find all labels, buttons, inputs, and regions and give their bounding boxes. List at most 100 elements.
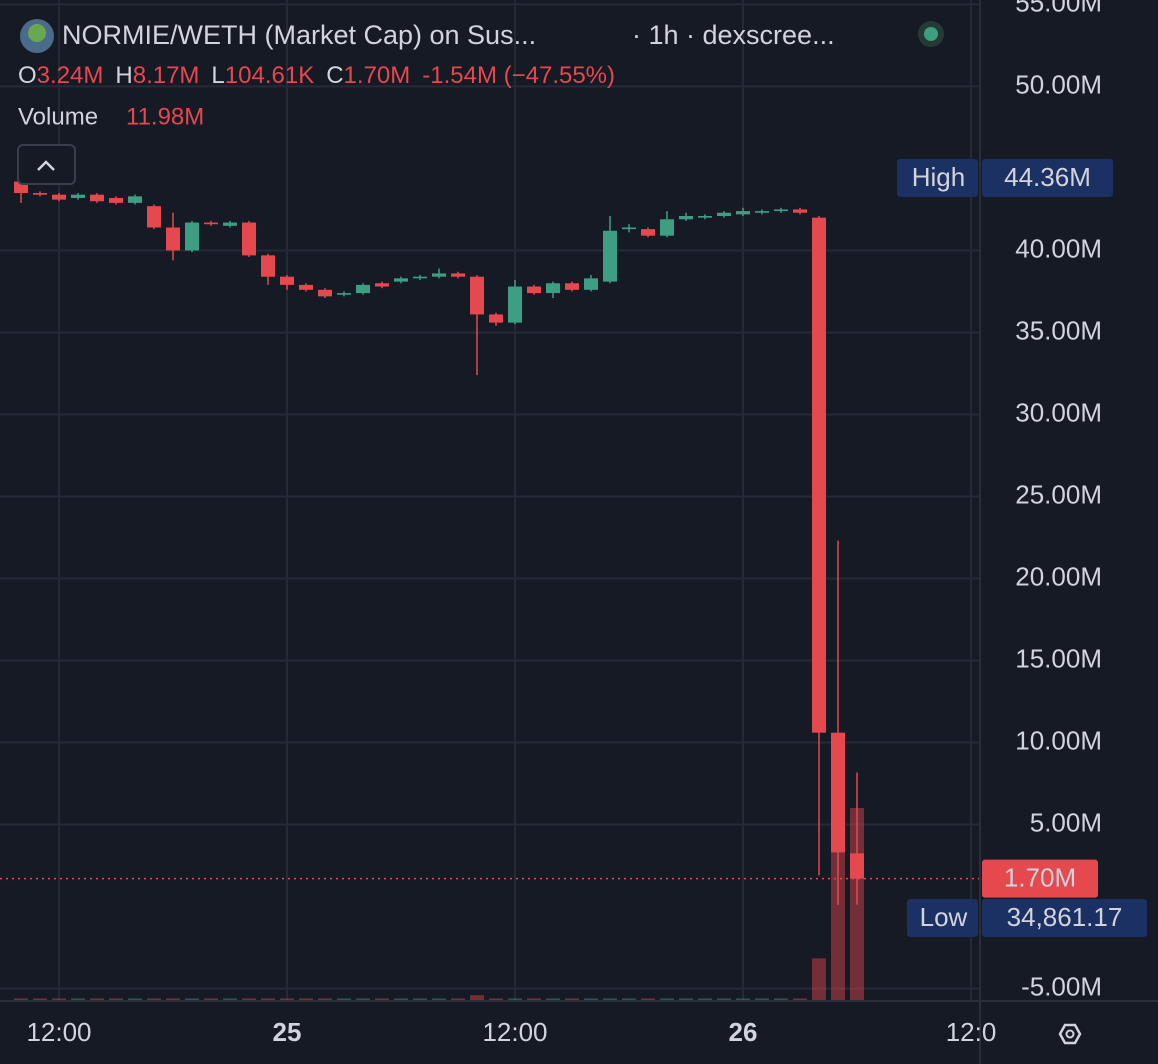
candles <box>14 178 864 905</box>
candle-body <box>394 278 408 282</box>
volume-bar <box>71 998 85 1000</box>
y-tick-label: 20.00M <box>1015 561 1102 591</box>
candle-body <box>603 230 617 282</box>
last-price-box <box>982 859 1098 898</box>
volume-bar <box>337 998 351 1000</box>
candle-body <box>109 197 123 203</box>
volume-bar <box>508 998 522 1000</box>
ohlc-value: 8.17M <box>133 62 200 89</box>
y-tick-label: 55.00M <box>1015 0 1102 17</box>
candle-body <box>508 286 522 323</box>
volume-bar <box>736 998 750 1000</box>
volume-bar <box>413 998 427 1000</box>
grid <box>0 0 980 1000</box>
volume-bar <box>318 998 332 1000</box>
candle-body <box>280 276 294 285</box>
candle-body <box>641 229 655 236</box>
candle-body <box>375 283 389 287</box>
marker-name-box <box>897 158 978 197</box>
candle-body <box>166 227 180 251</box>
candle-body <box>470 276 484 315</box>
candle-body <box>717 212 731 217</box>
ohlc-key: H <box>115 62 132 89</box>
ohlc-key: O <box>18 62 37 89</box>
ohlc-value: 104.61K <box>225 62 314 89</box>
volume-bar <box>432 998 446 1000</box>
candle-body <box>147 206 161 228</box>
volume-bar <box>14 998 28 1000</box>
candle-body <box>223 222 237 226</box>
ohlc-value: 3.24M <box>37 62 104 89</box>
candle-body <box>261 255 275 277</box>
candle-body <box>14 181 28 194</box>
candle-body <box>679 216 693 220</box>
volume-legend-label: Volume <box>18 103 98 130</box>
candle-body <box>831 732 845 853</box>
candle-body <box>812 217 826 733</box>
y-tick-label: 10.00M <box>1015 725 1102 755</box>
x-tick-label: 26 <box>729 1017 758 1047</box>
marker-value-box <box>982 898 1147 937</box>
volume-bar <box>755 998 769 1000</box>
status-dot <box>924 27 938 41</box>
ohlc-key: C <box>326 62 343 89</box>
candle-body <box>204 222 218 225</box>
candle-body <box>299 284 313 290</box>
volume-bar <box>33 998 47 1000</box>
candle-body <box>185 222 199 251</box>
x-tick-label: 12:00 <box>482 1017 547 1047</box>
x-tick-label: 12:00 <box>26 1017 91 1047</box>
marker-name: Low <box>920 902 968 932</box>
volume-bar <box>394 998 408 1000</box>
candle-body <box>489 314 503 323</box>
candle-body <box>774 209 788 212</box>
volume-bar <box>603 998 617 1000</box>
y-tick-label: 15.00M <box>1015 643 1102 673</box>
marker-value: 34,861.17 <box>1007 902 1123 932</box>
volume-bar <box>261 998 275 1000</box>
settings-button[interactable] <box>1058 1023 1082 1045</box>
volume-bar <box>489 998 503 1000</box>
collapse-button[interactable] <box>17 144 76 185</box>
y-tick-label: 40.00M <box>1015 233 1102 263</box>
last-price-label: 1.70M <box>1004 863 1076 893</box>
y-tick-label: 25.00M <box>1015 479 1102 509</box>
volume-bar <box>584 998 598 1000</box>
volume-bar <box>242 998 256 1000</box>
candle-body <box>242 222 256 256</box>
candle-body <box>356 284 370 294</box>
candle-body <box>546 283 560 294</box>
volume-bar <box>204 998 218 1000</box>
candle-body <box>451 273 465 277</box>
candle-body <box>52 194 66 200</box>
volume-bar <box>793 998 807 1000</box>
marker-name-box <box>907 898 978 937</box>
volume-bar <box>774 998 788 1000</box>
price-labels: 55.00M 50.00M 40.00M 35.00M 30.00M 25.00M 20.0… <box>897 0 1147 1001</box>
volume-bar <box>299 998 313 1000</box>
volume-bar <box>356 998 370 1000</box>
candle-body <box>413 276 427 279</box>
volume-bar <box>451 998 465 1000</box>
candle-body <box>318 289 332 297</box>
ohlc-value: 1.70M <box>344 62 411 89</box>
volume-bar <box>527 998 541 1000</box>
token-avatar-face <box>28 24 46 42</box>
volume-bar <box>223 998 237 1000</box>
candle-body <box>622 227 636 230</box>
volume-bar <box>622 998 636 1000</box>
candle-body <box>128 196 142 203</box>
collapse-icon <box>37 160 55 171</box>
volume-bar <box>90 998 104 1000</box>
volume-bar <box>641 998 655 1000</box>
volume-bar <box>717 998 731 1000</box>
volume-bar <box>812 958 826 1000</box>
volume-bar <box>166 998 180 1000</box>
x-tick-label: 25 <box>273 1017 302 1047</box>
volume-bar <box>698 998 712 1000</box>
candle-body <box>584 278 598 290</box>
y-tick-label: 35.00M <box>1015 315 1102 345</box>
candle-body <box>432 273 446 277</box>
volume-bar <box>109 998 123 1000</box>
